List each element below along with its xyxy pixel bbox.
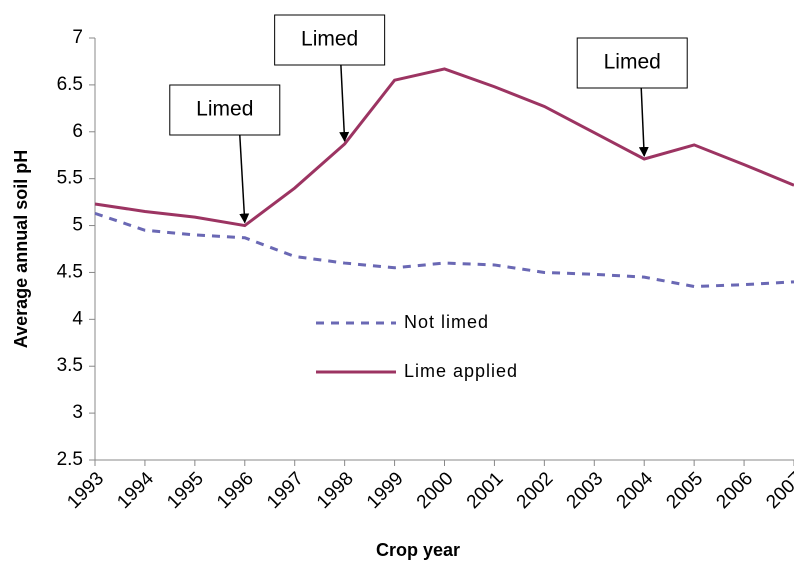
x-tick-label: 2003: [563, 468, 608, 513]
legend-label: Lime applied: [404, 361, 518, 381]
x-tick-label: 2000: [413, 468, 458, 513]
x-axis-title: Crop year: [376, 540, 460, 560]
y-tick-label: 3.5: [57, 355, 83, 376]
annotation-arrow: [339, 64, 350, 142]
y-tick-label: 5: [72, 215, 83, 236]
x-tick-label: 2004: [613, 468, 658, 513]
x-tick-label: 2002: [513, 468, 558, 513]
x-tick-label: 1999: [363, 468, 408, 513]
x-tick-label: 1993: [63, 468, 108, 513]
x-tick-label: 2007: [762, 468, 794, 513]
y-tick-label: 7: [72, 27, 83, 48]
y-axis-title: Average annual soil pH: [11, 150, 31, 348]
legend-label: Not limed: [404, 312, 489, 332]
y-tick-label: 6.5: [57, 74, 83, 95]
x-tick-label: 1995: [163, 468, 208, 513]
y-tick-label: 5.5: [57, 168, 83, 189]
annotation-box: [274, 14, 386, 66]
annotation-text: Limed: [301, 28, 358, 51]
y-tick-label: 6: [72, 121, 83, 142]
x-tick-label: 1994: [113, 468, 158, 513]
annotation-text: Limed: [604, 51, 661, 74]
annotation-box: [169, 84, 281, 136]
annotation-text: Limed: [196, 98, 253, 121]
x-tick-label: 2005: [662, 468, 707, 513]
annotation-arrow: [638, 87, 649, 157]
x-tick-label: 2006: [712, 468, 757, 513]
x-tick-label: 1998: [313, 468, 358, 513]
y-tick-label: 4: [72, 308, 83, 329]
y-tick-label: 2.5: [57, 449, 83, 470]
y-tick-label: 3: [72, 402, 83, 423]
x-tick-label: 1997: [263, 468, 308, 513]
annotation-box: [576, 37, 688, 89]
y-tick-label: 4.5: [57, 261, 83, 282]
x-tick-label: 2001: [463, 468, 508, 513]
series-line: [94, 211, 794, 289]
annotation-arrow: [239, 134, 250, 224]
x-tick-label: 1996: [213, 468, 258, 513]
series-line: [94, 67, 794, 228]
